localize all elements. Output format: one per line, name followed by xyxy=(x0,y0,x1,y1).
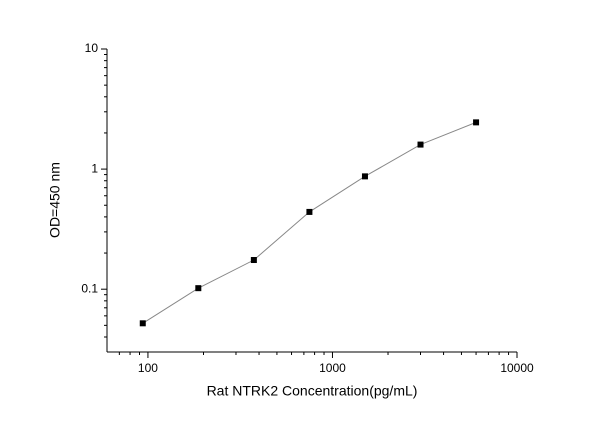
data-point xyxy=(195,285,202,292)
data-line xyxy=(142,121,477,324)
y-tick-label: 10 xyxy=(85,41,99,55)
data-point xyxy=(250,257,257,264)
data-point xyxy=(139,320,146,327)
data-point xyxy=(361,173,368,180)
x-tick-label: 1000 xyxy=(319,361,346,375)
x-tick-label: 100 xyxy=(138,361,158,375)
x-tick-label: 10000 xyxy=(500,361,534,375)
data-point xyxy=(306,208,313,215)
data-point xyxy=(417,141,424,148)
y-tick-label: 1 xyxy=(91,161,98,175)
y-axis-label: OD=450 nm xyxy=(47,162,63,238)
y-tick-label: 0.1 xyxy=(81,281,98,295)
x-axis-label: Rat NTRK2 Concentration(pg/mL) xyxy=(207,383,418,399)
data-point xyxy=(473,119,480,126)
